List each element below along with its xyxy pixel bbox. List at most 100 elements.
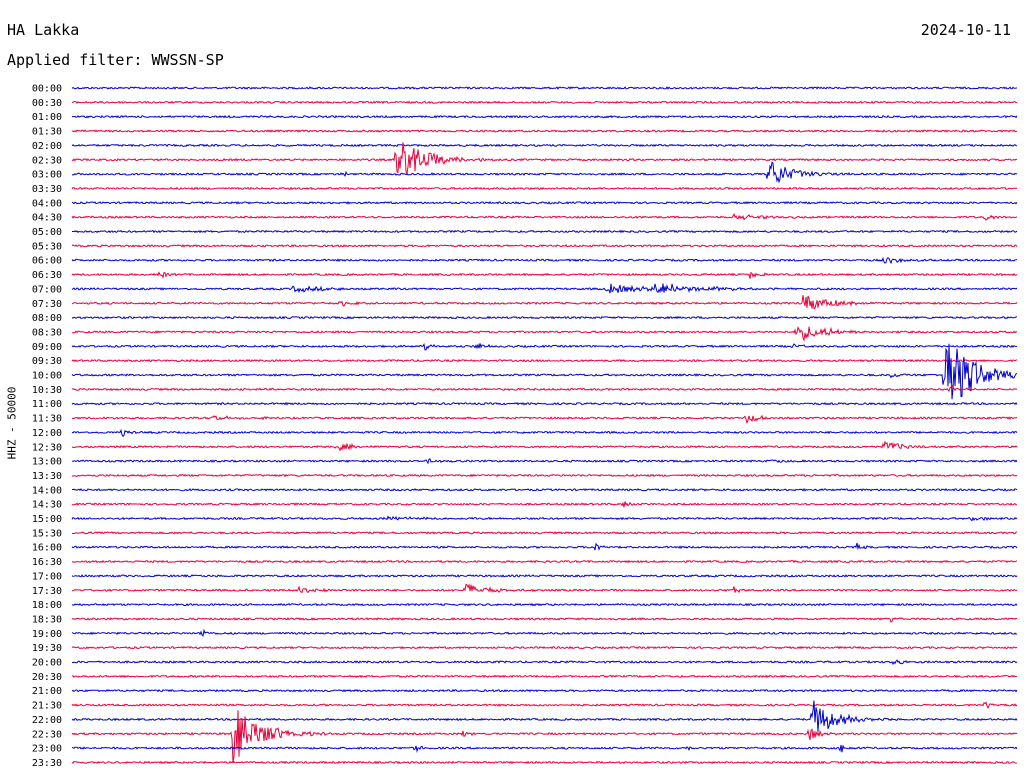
time-label-0000: 00:00 [32, 84, 62, 95]
trace-0100 [71, 114, 1018, 119]
trace-1000 [71, 343, 1018, 400]
trace-1800 [71, 602, 1018, 607]
trace-2100 [71, 688, 1018, 693]
trace-2000 [71, 659, 1018, 666]
time-label-0830: 08:30 [32, 327, 62, 338]
time-label-0030: 00:30 [32, 98, 62, 109]
time-label-1030: 10:30 [32, 385, 62, 396]
time-label-1600: 16:00 [32, 543, 62, 554]
time-label-0200: 02:00 [32, 141, 62, 152]
time-label-1000: 10:00 [32, 371, 62, 382]
time-label-1730: 17:30 [32, 586, 62, 597]
time-label-2030: 20:30 [32, 672, 62, 683]
time-label-0930: 09:30 [32, 356, 62, 367]
time-label-1530: 15:30 [32, 528, 62, 539]
trace-1330 [71, 473, 1018, 478]
time-label-1930: 19:30 [32, 643, 62, 654]
trace-1630 [71, 559, 1018, 564]
time-label-0800: 08:00 [32, 313, 62, 324]
time-label-0730: 07:30 [32, 299, 62, 310]
trace-0500 [72, 229, 1018, 234]
time-label-0230: 02:30 [32, 155, 62, 166]
trace-0030 [71, 100, 1018, 105]
trace-1930 [71, 645, 1018, 650]
time-label-0530: 05:30 [32, 241, 62, 252]
trace-0430 [71, 212, 1018, 221]
trace-1200 [71, 428, 1018, 438]
time-label-0900: 09:00 [32, 342, 62, 353]
time-label-2000: 20:00 [32, 658, 62, 669]
station-name: HA Lakka [7, 21, 80, 39]
trace-0800 [71, 315, 1018, 320]
trace-2130 [71, 701, 1018, 709]
time-label-2200: 22:00 [32, 715, 62, 726]
time-label-1130: 11:30 [32, 414, 62, 425]
time-label-0300: 03:00 [32, 170, 62, 181]
trace-1430 [71, 501, 1018, 508]
time-label-2100: 21:00 [32, 686, 62, 697]
filter-label: Applied filter: WWSSN-SP [7, 51, 224, 69]
time-label-1900: 19:00 [32, 629, 62, 640]
trace-0530 [71, 244, 1018, 248]
trace-2030 [71, 674, 1018, 679]
trace-1100 [71, 401, 1018, 406]
trace-0900 [71, 342, 1018, 351]
time-label-2300: 23:00 [32, 744, 62, 755]
time-label-0630: 06:30 [32, 270, 62, 281]
trace-1500 [71, 515, 1018, 522]
trace-1600 [71, 542, 1018, 551]
time-label-1430: 14:30 [32, 500, 62, 511]
trace-1530 [71, 531, 1017, 535]
time-label-0100: 01:00 [32, 112, 62, 123]
trace-1730 [72, 583, 1018, 594]
trace-1700 [71, 574, 1018, 578]
time-label-1630: 16:30 [32, 557, 62, 568]
time-label-1330: 13:30 [32, 471, 62, 482]
trace-1230 [71, 440, 1018, 452]
trace-1130 [71, 414, 1018, 425]
time-label-0400: 04:00 [32, 198, 62, 209]
trace-1900 [71, 628, 1018, 637]
time-label-0430: 04:30 [32, 213, 62, 224]
time-label-1800: 18:00 [32, 600, 62, 611]
time-label-0330: 03:30 [32, 184, 62, 195]
trace-0700 [71, 283, 1018, 294]
trace-1830 [71, 617, 1018, 623]
time-label-1700: 17:00 [32, 571, 62, 582]
trace-0730 [71, 295, 1018, 310]
trace-2230 [71, 710, 1018, 763]
time-label-1830: 18:30 [32, 614, 62, 625]
time-label-1230: 12:30 [32, 442, 62, 453]
trace-0200 [71, 143, 1018, 148]
trace-0630 [71, 271, 1018, 279]
trace-0600 [71, 256, 1018, 265]
time-label-2330: 23:30 [32, 758, 62, 769]
trace-0300 [71, 161, 1018, 184]
record-date: 2024-10-11 [920, 21, 1011, 39]
trace-2330 [71, 760, 1018, 765]
time-label-2130: 21:30 [32, 701, 62, 712]
time-label-0130: 01:30 [32, 127, 62, 138]
trace-1030 [71, 384, 1018, 392]
time-label-0600: 06:00 [32, 256, 62, 267]
trace-0000 [71, 86, 1018, 90]
trace-0130 [71, 129, 1018, 133]
trace-2300 [71, 744, 1018, 753]
trace-2200 [71, 700, 1018, 732]
time-label-1500: 15:00 [32, 514, 62, 525]
time-label-0500: 05:00 [32, 227, 62, 238]
time-label-2230: 22:30 [32, 729, 62, 740]
time-label-1300: 13:00 [32, 457, 62, 468]
trace-1300 [71, 458, 1018, 465]
time-label-1200: 12:00 [32, 428, 62, 439]
trace-0230 [71, 142, 1018, 176]
time-label-1400: 14:00 [32, 485, 62, 496]
time-label-0700: 07:00 [32, 284, 62, 295]
trace-0400 [71, 200, 1018, 205]
trace-1400 [71, 487, 1018, 492]
time-label-1100: 11:00 [32, 399, 62, 410]
trace-0830 [71, 325, 1018, 342]
trace-0930 [71, 358, 1018, 363]
trace-0330 [71, 186, 1018, 191]
